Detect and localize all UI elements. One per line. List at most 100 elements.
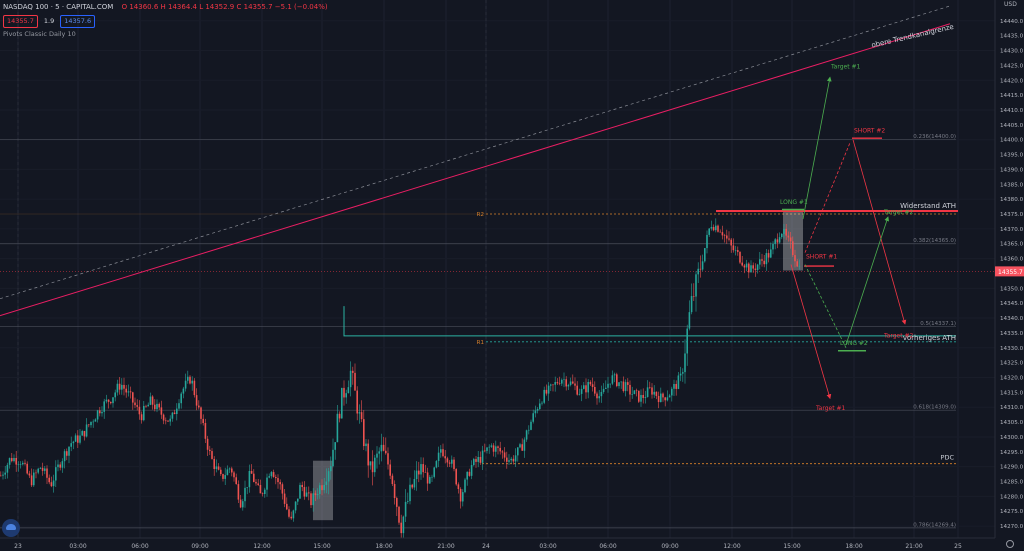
candle-body <box>11 458 13 462</box>
candle-body <box>578 393 581 395</box>
candle-body <box>536 408 539 411</box>
time-axis[interactable]: 23 03:00 06:00 09:00 12:00 15:00 18:00 21:00 24 0… <box>0 537 1024 551</box>
candle-body <box>440 449 442 453</box>
candle-body <box>754 268 757 270</box>
time-tick-label: 21:00 <box>437 543 454 550</box>
candle-body <box>690 296 693 313</box>
last-price-badge <box>995 266 1024 277</box>
candle-body <box>323 484 325 491</box>
candle-body <box>635 390 638 392</box>
candle-body <box>451 459 453 464</box>
candle-body <box>631 394 633 395</box>
candle-body <box>585 385 587 393</box>
candle-body <box>781 233 783 238</box>
candle-body <box>44 468 46 471</box>
candle-body <box>444 456 446 459</box>
candle-body <box>532 413 534 422</box>
candle-body <box>387 453 389 465</box>
candle-body <box>123 384 125 389</box>
candle-body <box>391 475 394 485</box>
candle-body <box>426 472 429 484</box>
price-tick-label: 14335.0 <box>1000 331 1024 337</box>
tradingview-logo-icon[interactable] <box>2 519 20 537</box>
price-tick-label: 14370.0 <box>1000 227 1024 233</box>
candle-body <box>171 412 174 419</box>
price-tick-label: 14410.0 <box>1000 108 1024 114</box>
candle-body <box>561 379 563 384</box>
candle-body <box>248 471 251 488</box>
candle-body <box>492 445 495 452</box>
candle-body <box>147 404 149 407</box>
candle-body <box>92 421 94 423</box>
candle-body <box>283 493 286 504</box>
candle-body <box>750 265 752 273</box>
price-tick-label: 14405.0 <box>1000 123 1024 129</box>
price-tick-label: 14360.0 <box>1000 257 1024 263</box>
candle-body <box>587 381 589 393</box>
candle-body <box>796 261 798 267</box>
candle-body <box>710 227 713 229</box>
candle-body <box>486 447 488 451</box>
candle-body <box>367 443 369 466</box>
candle-body <box>107 399 110 402</box>
candle-body <box>719 231 721 233</box>
candle-body <box>204 422 207 439</box>
candle-body <box>371 461 374 473</box>
candle-body <box>763 260 765 265</box>
price-axis[interactable]: 14270.0 14275.0 14280.0 14285.0 14290.0 14295… <box>994 0 1024 551</box>
candle-body <box>624 382 627 392</box>
price-tick-label: 14395.0 <box>1000 153 1024 159</box>
candle-body <box>442 449 444 457</box>
candle-body <box>558 383 561 384</box>
candle-body <box>525 430 528 440</box>
candle-body <box>140 414 143 421</box>
time-tick-label: 25 <box>954 543 962 550</box>
candle-body <box>741 262 743 266</box>
candle-body <box>591 384 594 387</box>
candle-body <box>305 492 308 497</box>
candle-body <box>567 384 570 387</box>
candle-body <box>668 395 671 398</box>
candle-body <box>411 484 413 488</box>
candle-body <box>211 451 213 459</box>
candle-body <box>369 461 372 466</box>
candle-body <box>611 375 614 384</box>
candle-body <box>55 467 57 481</box>
candle-body <box>59 464 61 468</box>
candle-body <box>642 394 644 398</box>
candle-body <box>528 429 530 431</box>
previous-ath-label: vorheriges ATH <box>903 334 956 342</box>
candles <box>0 218 801 542</box>
candle-body <box>61 461 64 468</box>
candle-body <box>778 237 781 243</box>
price-tick-label: 14310.0 <box>1000 405 1024 411</box>
candle-body <box>193 380 196 396</box>
candle-body <box>169 418 171 422</box>
candle-body <box>602 388 605 392</box>
indicator-legend[interactable]: Pivots Classic Daily 10 <box>3 30 76 38</box>
sell-button[interactable]: 14355.7 <box>3 15 38 28</box>
candle-body <box>83 431 86 437</box>
price-tick-label: 14285.0 <box>1000 480 1024 486</box>
candle-body <box>521 444 523 451</box>
price-tick-label: 14400.0 <box>1000 138 1024 144</box>
candle-body <box>228 468 231 470</box>
ohlc-close: C 14355.7 <box>236 3 273 11</box>
buy-button[interactable]: 14357.6 <box>60 15 96 28</box>
candle-body <box>22 462 24 465</box>
candle-body <box>343 387 345 398</box>
candle-body <box>176 408 178 415</box>
fib-label: 0.786(14269.4) <box>913 522 956 528</box>
candle-body <box>314 493 317 496</box>
candle-body <box>523 439 526 451</box>
price-tick-label: 14300.0 <box>1000 435 1024 441</box>
candle-body <box>600 391 603 397</box>
candle-body <box>422 464 424 473</box>
candle-body <box>677 375 680 389</box>
symbol-name[interactable]: NASDAQ 100 · 5 · CAPITAL.COM <box>3 3 114 11</box>
settings-icon[interactable] <box>1006 540 1014 548</box>
time-tick-label: 06:00 <box>599 543 616 550</box>
candle-body <box>563 379 565 380</box>
candle-body <box>798 265 801 267</box>
